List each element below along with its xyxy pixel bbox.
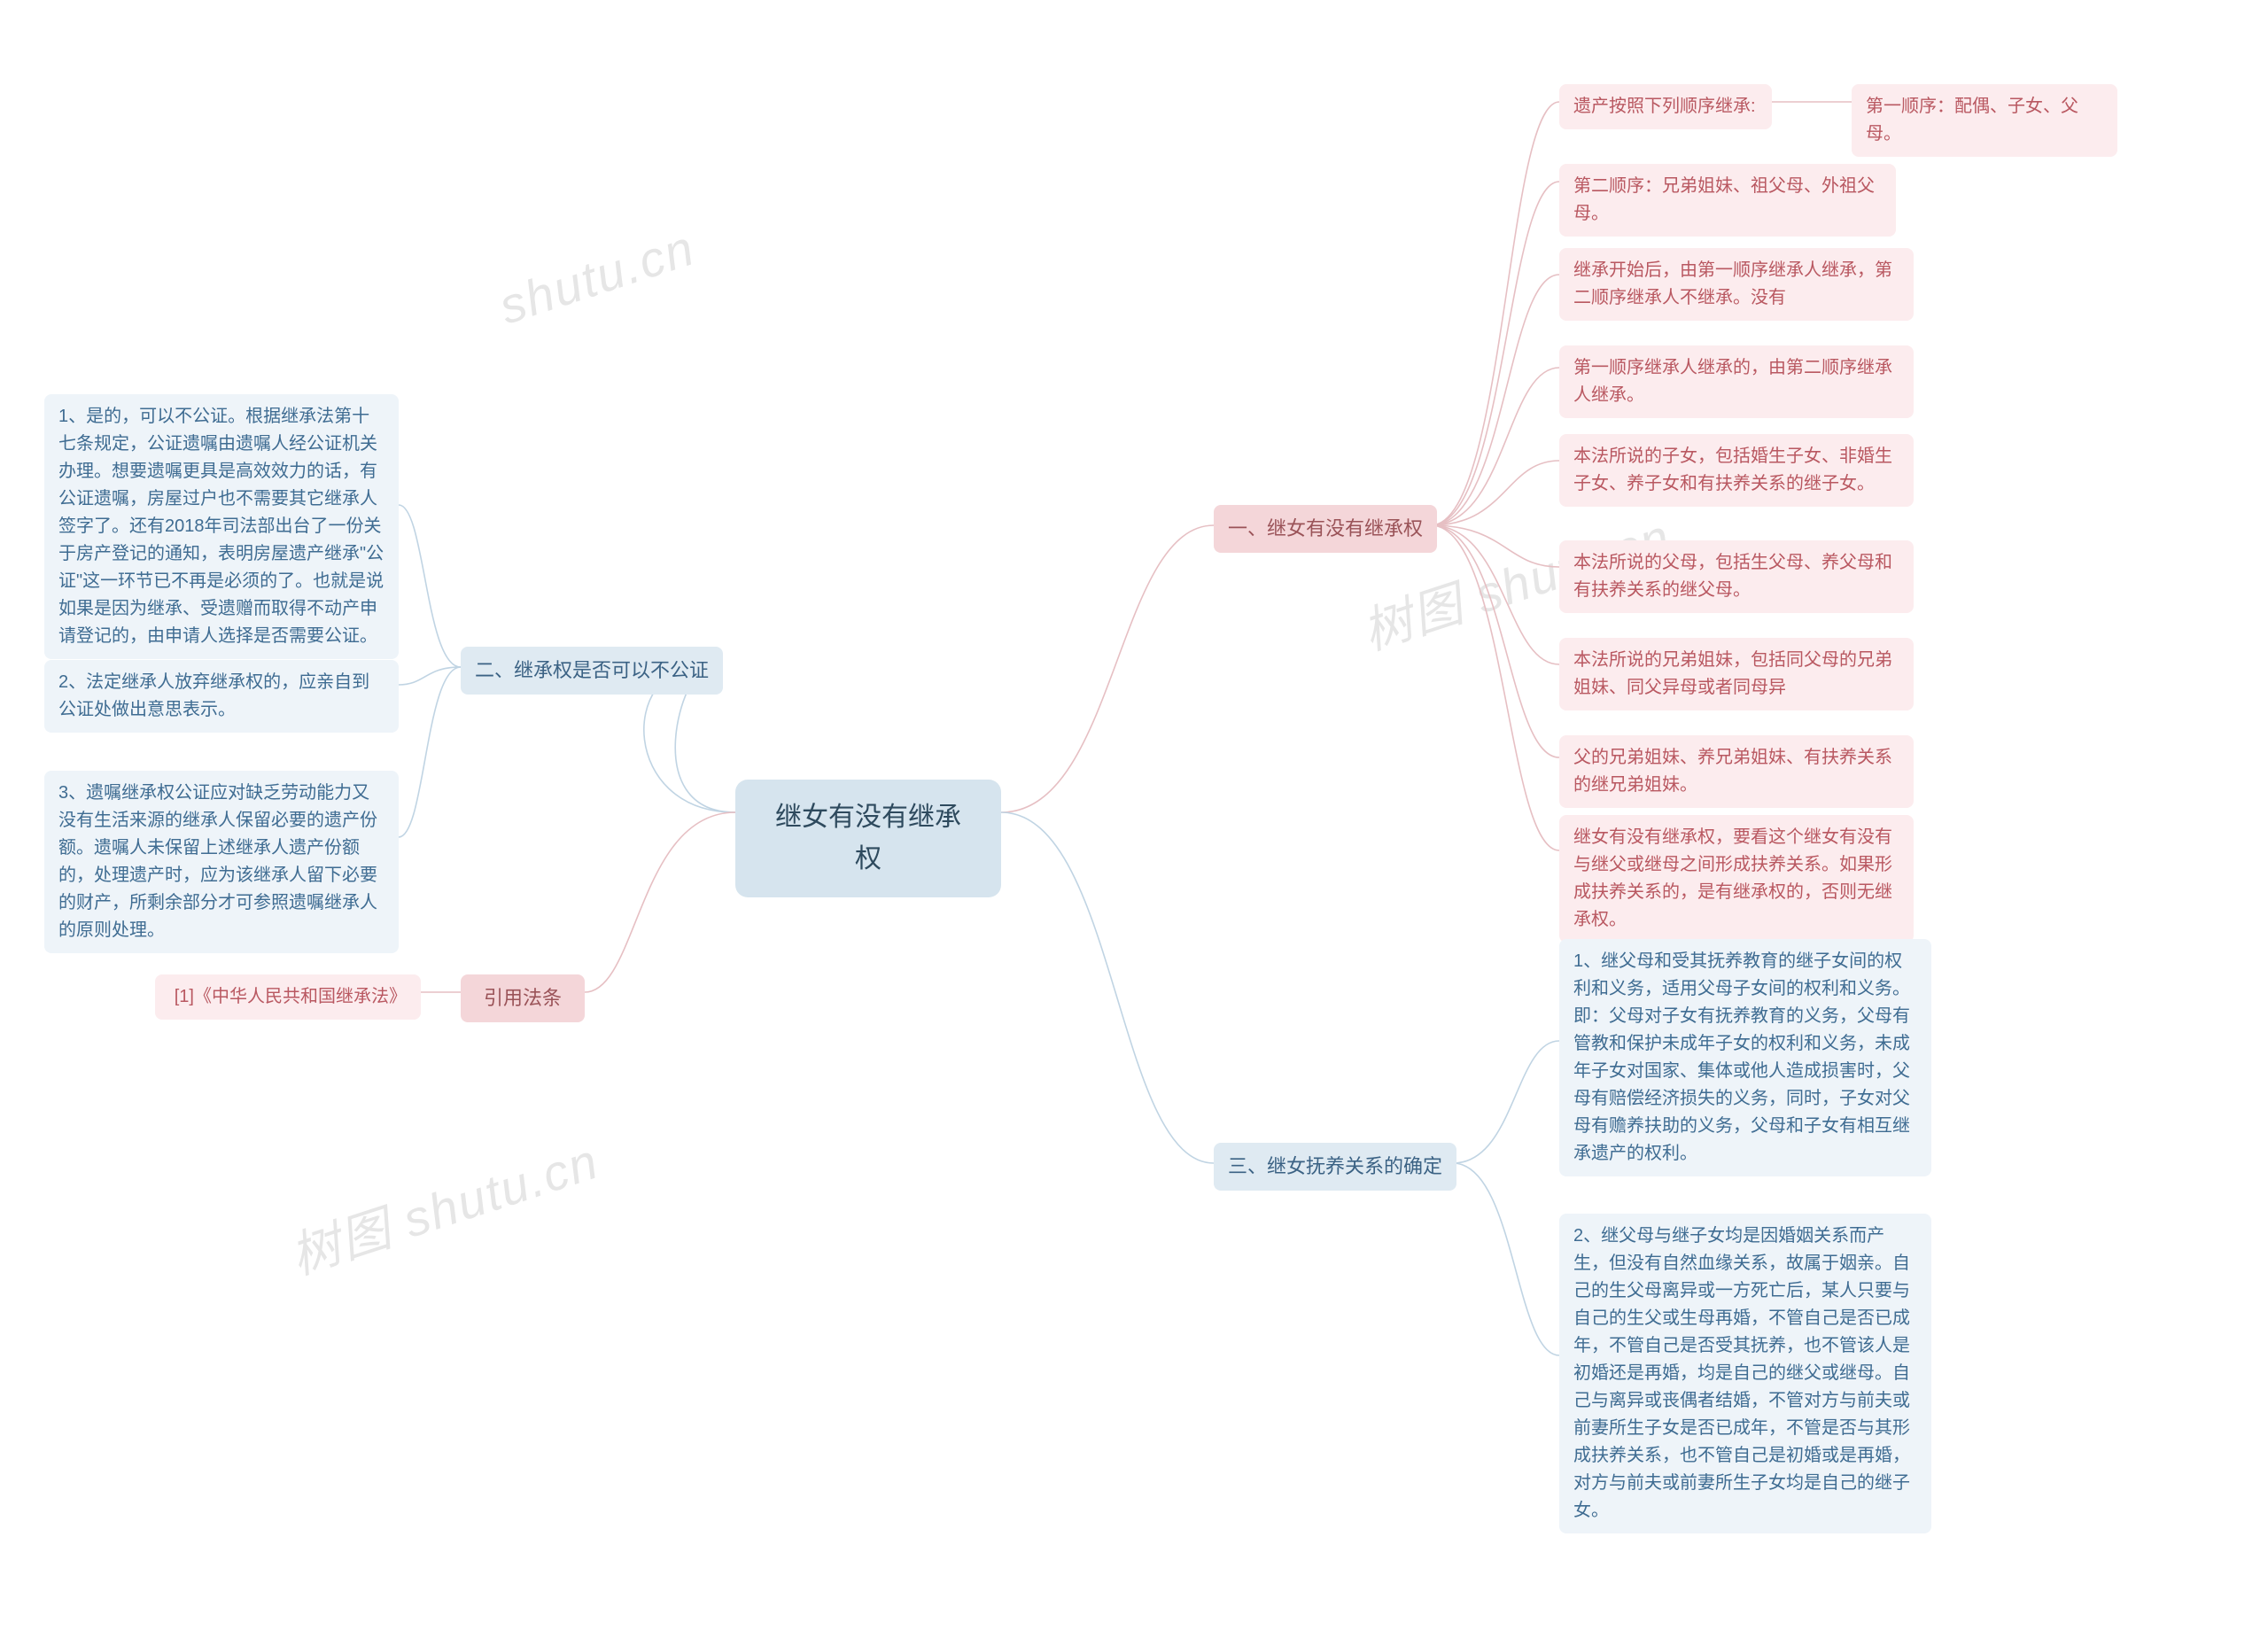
watermark: shutu.cn bbox=[493, 218, 703, 335]
watermark: 树图 shutu.cn bbox=[280, 1122, 607, 1289]
leaf-node[interactable]: 1、继父母和受其抚养教育的继子女间的权利和义务，适用父母子女间的权利和义务。即：… bbox=[1559, 939, 1931, 1176]
leaf-node[interactable]: 继承开始后，由第一顺序继承人继承，第二顺序继承人不继承。没有 bbox=[1559, 248, 1914, 321]
leaf-node[interactable]: 第二顺序：兄弟姐妹、祖父母、外祖父母。 bbox=[1559, 164, 1896, 237]
leaf-node[interactable]: 2、继父母与继子女均是因婚姻关系而产生，但没有自然血缘关系，故属于姻亲。自己的生… bbox=[1559, 1214, 1931, 1533]
leaf-node[interactable]: 3、遗嘱继承权公证应对缺乏劳动能力又没有生活来源的继承人保留必要的遗产份额。遗嘱… bbox=[44, 771, 399, 953]
leaf-node[interactable]: 1、是的，可以不公证。根据继承法第十七条规定，公证遗嘱由遗嘱人经公证机关办理。想… bbox=[44, 394, 399, 659]
leaf-node[interactable]: 第一顺序继承人继承的，由第二顺序继承人继承。 bbox=[1559, 345, 1914, 418]
leaf-node[interactable]: 父的兄弟姐妹、养兄弟姐妹、有扶养关系的继兄弟姐妹。 bbox=[1559, 735, 1914, 808]
branch-node-section-1[interactable]: 一、继女有没有继承权 bbox=[1214, 505, 1437, 553]
leaf-node[interactable]: 第一顺序：配偶、子女、父母。 bbox=[1852, 84, 2117, 157]
mindmap-central-node[interactable]: 继女有没有继承权 bbox=[735, 780, 1001, 897]
leaf-node[interactable]: 本法所说的兄弟姐妹，包括同父母的兄弟姐妹、同父异母或者同母异 bbox=[1559, 638, 1914, 710]
leaf-node[interactable]: [1]《中华人民共和国继承法》 bbox=[155, 974, 421, 1020]
branch-node-citation[interactable]: 引用法条 bbox=[461, 974, 585, 1022]
branch-node-section-3[interactable]: 三、继女抚养关系的确定 bbox=[1214, 1143, 1456, 1191]
leaf-node[interactable]: 本法所说的子女，包括婚生子女、非婚生子女、养子女和有扶养关系的继子女。 bbox=[1559, 434, 1914, 507]
leaf-node[interactable]: 遗产按照下列顺序继承: bbox=[1559, 84, 1772, 129]
leaf-node[interactable]: 2、法定继承人放弃继承权的，应亲自到公证处做出意思表示。 bbox=[44, 660, 399, 733]
leaf-node[interactable]: 继女有没有继承权，要看这个继女有没有与继父或继母之间形成扶养关系。如果形成扶养关… bbox=[1559, 815, 1914, 943]
leaf-node[interactable]: 本法所说的父母，包括生父母、养父母和有扶养关系的继父母。 bbox=[1559, 540, 1914, 613]
branch-node-section-2[interactable]: 二、继承权是否可以不公证 bbox=[461, 647, 723, 695]
